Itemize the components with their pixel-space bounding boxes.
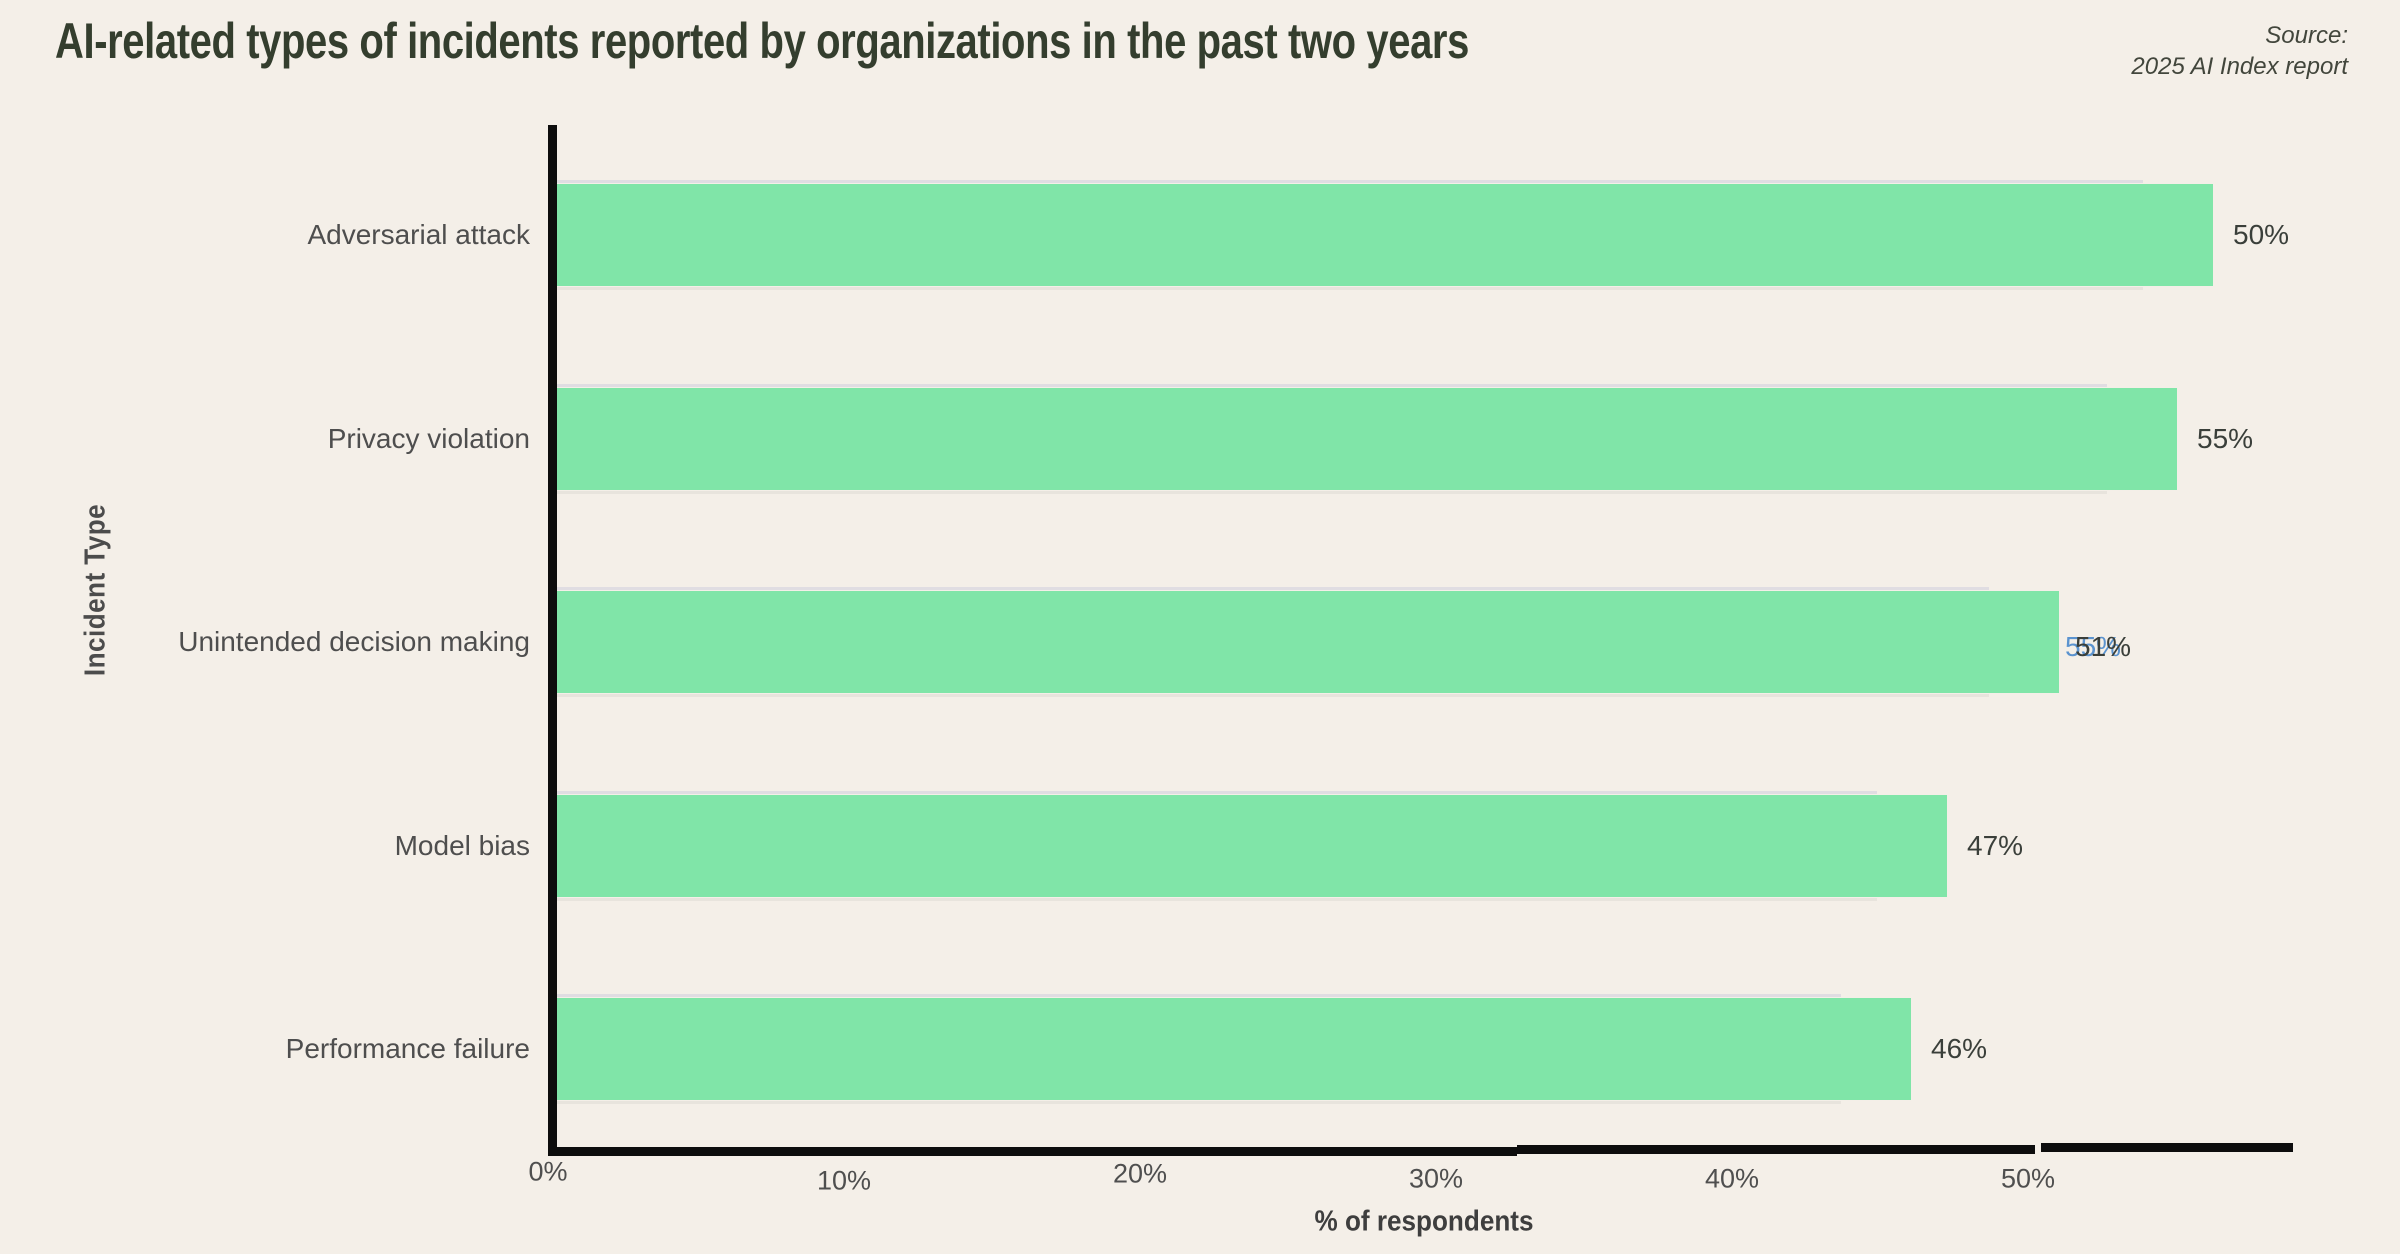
category-label: Model bias (394, 829, 530, 861)
bar (557, 587, 2059, 697)
x-tick-label: 0% (528, 1156, 568, 1187)
source-line-2: 2025 AI Index report (2131, 53, 2348, 80)
bar (557, 994, 1911, 1104)
value-label: 46% (1931, 1033, 1988, 1064)
y-axis-line (548, 125, 557, 1156)
x-tick-label: 50% (2000, 1163, 2056, 1194)
source-line-1: Source: (2265, 22, 2348, 49)
bar (557, 790, 1947, 901)
value-label: 50% (2233, 219, 2290, 250)
x-tick-label: 30% (1408, 1163, 1464, 1194)
x-tick-label: 40% (1704, 1163, 1760, 1194)
value-label: 51% (2075, 631, 2132, 662)
x-axis-line-segment (2041, 1143, 2293, 1152)
category-label: Privacy violation (327, 422, 530, 454)
ghost-value-label: 55% (2065, 631, 2122, 662)
x-axis-title: % of respondents (1314, 1205, 1534, 1238)
value-label: 55% (2197, 422, 2254, 454)
category-label: Unintended decision making (178, 626, 530, 657)
value-label: 47% (1967, 829, 2024, 861)
x-axis-line-segment (1517, 1145, 2035, 1154)
bar (557, 383, 2177, 494)
x-tick-label: 20% (1112, 1158, 1168, 1189)
chart-title: AI-related types of incidents reported b… (55, 13, 1469, 69)
category-label: Performance failure (285, 1033, 530, 1064)
bar (557, 180, 2213, 290)
x-tick-label: 10% (816, 1165, 872, 1196)
source-note: Source: 2025 AI Index report (2131, 20, 2348, 82)
x-axis-line-segment (548, 1147, 1517, 1156)
category-label: Adversarial attack (307, 219, 530, 250)
